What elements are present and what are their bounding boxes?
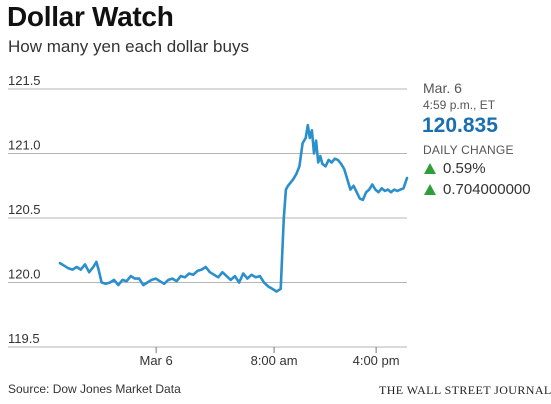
change-absolute: 0.704000000 [443,181,531,198]
x-tick-label: 8:00 am [251,353,298,368]
change-percent: 0.59% [443,160,486,177]
y-tick-label: 120.5 [8,202,41,217]
x-axis-ticks: Mar 6 8:00 am 4:00 pm [140,347,400,368]
change-percent-row: 0.59% [424,160,486,177]
y-axis-ticks: 121.5 121.0 120.5 120.0 119.5 [8,73,41,346]
publisher-credit: THE WALL STREET JOURNAL. [379,383,551,397]
up-triangle-icon [424,163,436,174]
series-line [58,123,409,293]
latest-time: 4:59 p.m., ET [423,98,496,112]
x-tick-label: Mar 6 [140,353,173,368]
y-tick-label: 121.0 [8,138,41,153]
change-absolute-row: 0.704000000 [424,181,531,198]
x-tick-label: 4:00 pm [353,353,400,368]
daily-change-label: DAILY CHANGE [423,143,514,157]
source-note: Source: Dow Jones Market Data [8,382,181,396]
chart-subtitle: How many yen each dollar buys [8,37,249,56]
latest-date: Mar. 6 [423,80,462,96]
y-tick-label: 119.5 [8,331,40,346]
series-layer [58,123,409,293]
latest-value: 120.835 [422,114,498,137]
grid-lines [8,88,407,348]
y-tick-label: 120.0 [8,267,41,282]
up-triangle-icon [424,184,436,195]
chart-title: Dollar Watch [7,1,174,32]
y-tick-label: 121.5 [8,73,41,88]
